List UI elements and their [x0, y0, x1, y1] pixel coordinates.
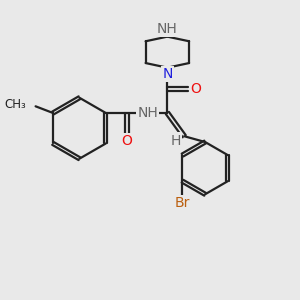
Text: O: O	[190, 82, 201, 96]
Text: Br: Br	[175, 196, 190, 210]
Text: NH: NH	[137, 106, 158, 120]
Text: O: O	[121, 134, 132, 148]
Text: N: N	[162, 67, 172, 81]
Text: NH: NH	[157, 22, 178, 36]
Text: CH₃: CH₃	[4, 98, 26, 111]
Text: H: H	[171, 134, 181, 148]
